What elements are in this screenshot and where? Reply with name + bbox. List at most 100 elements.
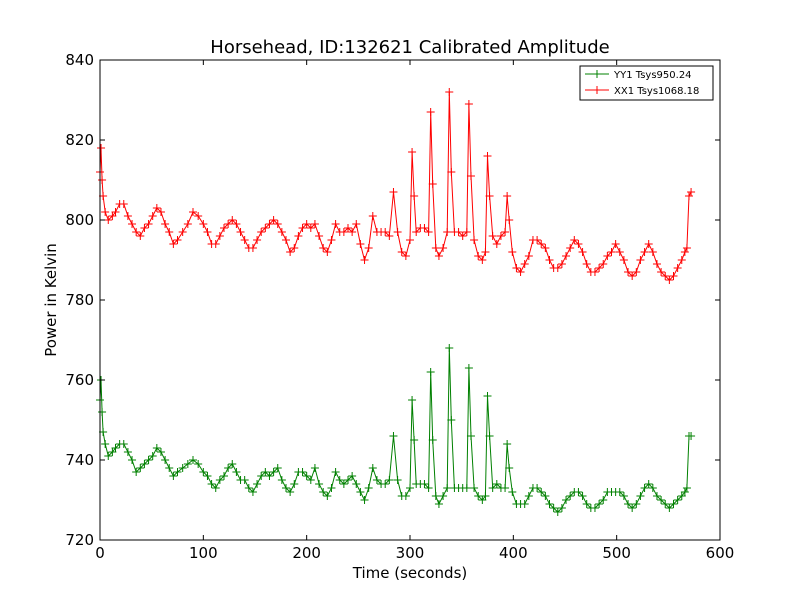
- data-point: [119, 440, 128, 448]
- data-point: [111, 444, 120, 452]
- data-point: [310, 464, 319, 472]
- data-point: [189, 456, 197, 464]
- data-point: [352, 220, 361, 228]
- data-point: [282, 236, 290, 244]
- data-point: [207, 480, 216, 488]
- data-point: [590, 504, 599, 512]
- data-point: [410, 192, 419, 200]
- data-point: [203, 472, 212, 480]
- data-point: [261, 224, 270, 232]
- data-point: [194, 460, 203, 468]
- data-point: [286, 488, 295, 496]
- data-point: [327, 236, 336, 244]
- series-line: [99, 347, 692, 513]
- x-tick-label: 100: [189, 544, 218, 562]
- data-point: [277, 228, 286, 236]
- data-point: [447, 168, 456, 176]
- data-point: [203, 228, 212, 236]
- legend-label: XX1 Tsys1068.18: [614, 86, 699, 97]
- data-point: [648, 484, 657, 492]
- series-0: [96, 344, 696, 516]
- data-point: [224, 464, 233, 472]
- data-point: [541, 244, 550, 252]
- data-point: [545, 500, 554, 508]
- data-point: [302, 472, 311, 480]
- data-point: [657, 268, 666, 276]
- data-point: [136, 232, 145, 240]
- data-point: [98, 408, 107, 416]
- data-point: [570, 236, 579, 244]
- data-point: [632, 268, 641, 276]
- data-point: [462, 228, 471, 236]
- data-point: [578, 492, 587, 500]
- data-point: [169, 240, 178, 248]
- data-point: [574, 488, 583, 496]
- data-point: [104, 216, 113, 224]
- data-point: [104, 452, 113, 460]
- data-point: [537, 488, 546, 496]
- data-point: [211, 240, 220, 248]
- data-point: [119, 200, 128, 208]
- data-point: [661, 272, 670, 280]
- data-point: [261, 468, 270, 476]
- data-point: [211, 484, 220, 492]
- data-point: [644, 240, 653, 248]
- data-point: [152, 444, 161, 452]
- legend-marker: [593, 86, 601, 94]
- data-point: [132, 468, 141, 476]
- data-point: [454, 228, 463, 236]
- data-point: [232, 468, 241, 476]
- data-point: [434, 500, 443, 508]
- data-point: [282, 484, 290, 492]
- x-tick-label: 200: [292, 544, 321, 562]
- data-point: [364, 244, 373, 252]
- y-tick-label: 760: [65, 371, 94, 389]
- data-point: [669, 272, 678, 280]
- data-point: [152, 204, 161, 212]
- data-point: [178, 464, 187, 472]
- data-point: [290, 480, 299, 488]
- data-point: [553, 508, 562, 516]
- data-point: [220, 472, 228, 480]
- data-point: [253, 236, 262, 244]
- data-point: [652, 492, 661, 500]
- data-point: [677, 256, 686, 264]
- data-point: [503, 192, 512, 200]
- data-point: [331, 468, 340, 476]
- data-point: [481, 248, 490, 256]
- data-point: [474, 252, 483, 260]
- y-tick-label: 740: [65, 451, 94, 469]
- data-point: [401, 252, 410, 260]
- data-point: [508, 488, 517, 496]
- data-point: [194, 212, 203, 220]
- data-point: [657, 496, 666, 504]
- chart-title: Horsehead, ID:132621 Calibrated Amplitud…: [210, 37, 609, 58]
- data-point: [101, 440, 110, 448]
- data-point: [488, 232, 497, 240]
- data-point: [228, 460, 237, 468]
- data-point: [434, 252, 443, 260]
- data-point: [566, 492, 575, 500]
- data-point: [352, 480, 361, 488]
- legend-label: YY1 Tsys950.24: [613, 70, 692, 81]
- data-point: [508, 248, 517, 256]
- data-point: [273, 464, 282, 472]
- data-point: [566, 244, 575, 252]
- data-point: [470, 484, 479, 492]
- data-point: [298, 224, 307, 232]
- data-point: [178, 228, 187, 236]
- data-point: [443, 484, 452, 492]
- data-point: [628, 272, 637, 280]
- data-point: [101, 208, 110, 216]
- series-line: [99, 91, 692, 281]
- data-point: [183, 460, 192, 468]
- data-point: [439, 492, 448, 500]
- data-point: [123, 448, 132, 456]
- data-point: [424, 484, 433, 492]
- data-point: [136, 464, 145, 472]
- data-point: [315, 480, 324, 488]
- data-point: [348, 472, 357, 480]
- data-point: [474, 492, 483, 500]
- data-point: [680, 488, 689, 496]
